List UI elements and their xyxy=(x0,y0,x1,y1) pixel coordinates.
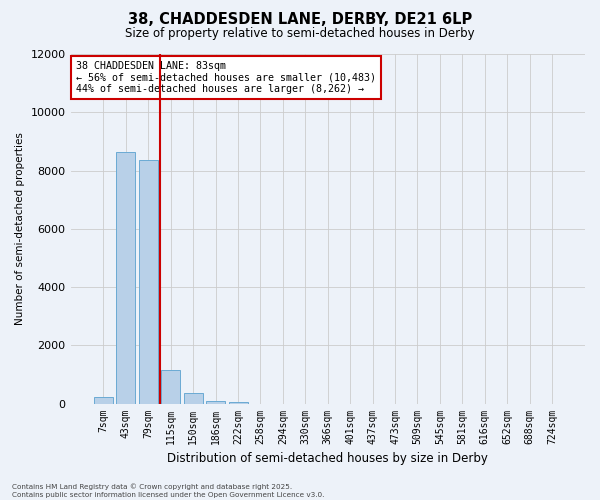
Y-axis label: Number of semi-detached properties: Number of semi-detached properties xyxy=(15,132,25,325)
Bar xyxy=(161,370,180,404)
X-axis label: Distribution of semi-detached houses by size in Derby: Distribution of semi-detached houses by … xyxy=(167,452,488,465)
Bar xyxy=(116,152,136,404)
Text: Size of property relative to semi-detached houses in Derby: Size of property relative to semi-detach… xyxy=(125,28,475,40)
Text: Contains HM Land Registry data © Crown copyright and database right 2025.
Contai: Contains HM Land Registry data © Crown c… xyxy=(12,484,325,498)
Text: 38, CHADDESDEN LANE, DERBY, DE21 6LP: 38, CHADDESDEN LANE, DERBY, DE21 6LP xyxy=(128,12,472,28)
Bar xyxy=(229,402,248,404)
Bar xyxy=(206,400,225,404)
Bar xyxy=(139,160,158,404)
Text: 38 CHADDESDEN LANE: 83sqm
← 56% of semi-detached houses are smaller (10,483)
44%: 38 CHADDESDEN LANE: 83sqm ← 56% of semi-… xyxy=(76,61,376,94)
Bar xyxy=(184,394,203,404)
Bar xyxy=(94,397,113,404)
